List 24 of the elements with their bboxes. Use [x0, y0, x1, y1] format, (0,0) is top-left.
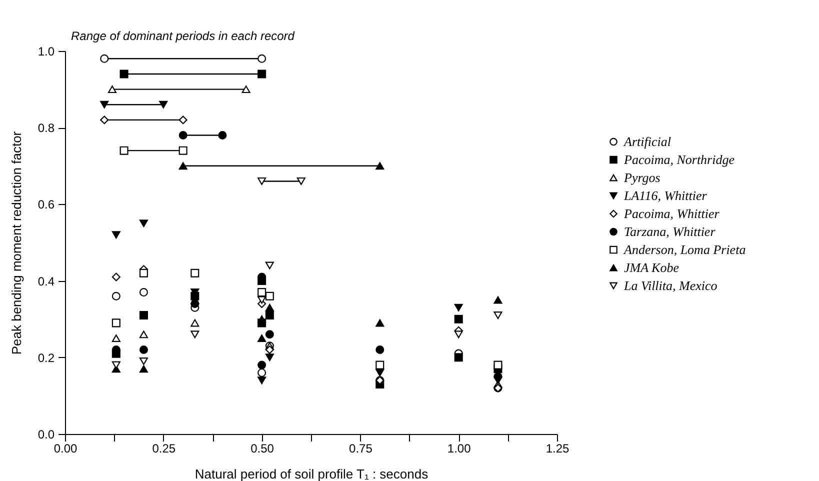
legend-label: Pacoima, Northridge: [623, 152, 735, 167]
legend-label: Pacoima, Whittier: [623, 206, 720, 221]
x-tick-label: 0.25: [152, 442, 176, 456]
y-tick-label: 0.0: [38, 428, 55, 442]
x-tick-label: 0.50: [250, 442, 274, 456]
y-tick-label: 0.8: [38, 121, 55, 136]
y-tick-label: 0.6: [38, 198, 55, 212]
legend-label: Tarzana, Whittier: [624, 224, 716, 239]
legend-label: Artificial: [623, 134, 672, 149]
legend-label: Anderson, Loma Prieta: [623, 242, 746, 257]
x-tick-label: 1.25: [546, 442, 570, 456]
x-tick-label: 0.00: [54, 442, 78, 456]
y-tick-label: 1.0: [38, 44, 55, 58]
y-axis-title: Peak bending moment reduction factor: [8, 130, 24, 355]
x-axis-title: Natural period of soil profile T₁ : seconds: [194, 466, 429, 481]
x-tick-label: 0.75: [349, 442, 373, 456]
legend-label: Pyrgos: [623, 170, 660, 185]
legend-label: La Villita, Mexico: [623, 278, 718, 293]
legend-label: LA116, Whittier: [623, 188, 708, 203]
y-tick-label: 0.4: [38, 274, 55, 288]
text: Range of dominant periods in each record: [71, 29, 295, 43]
legend-label: JMA Kobe: [624, 260, 680, 275]
y-tick-label: 0.2: [38, 350, 55, 365]
x-tick-label: 1.00: [447, 442, 472, 456]
